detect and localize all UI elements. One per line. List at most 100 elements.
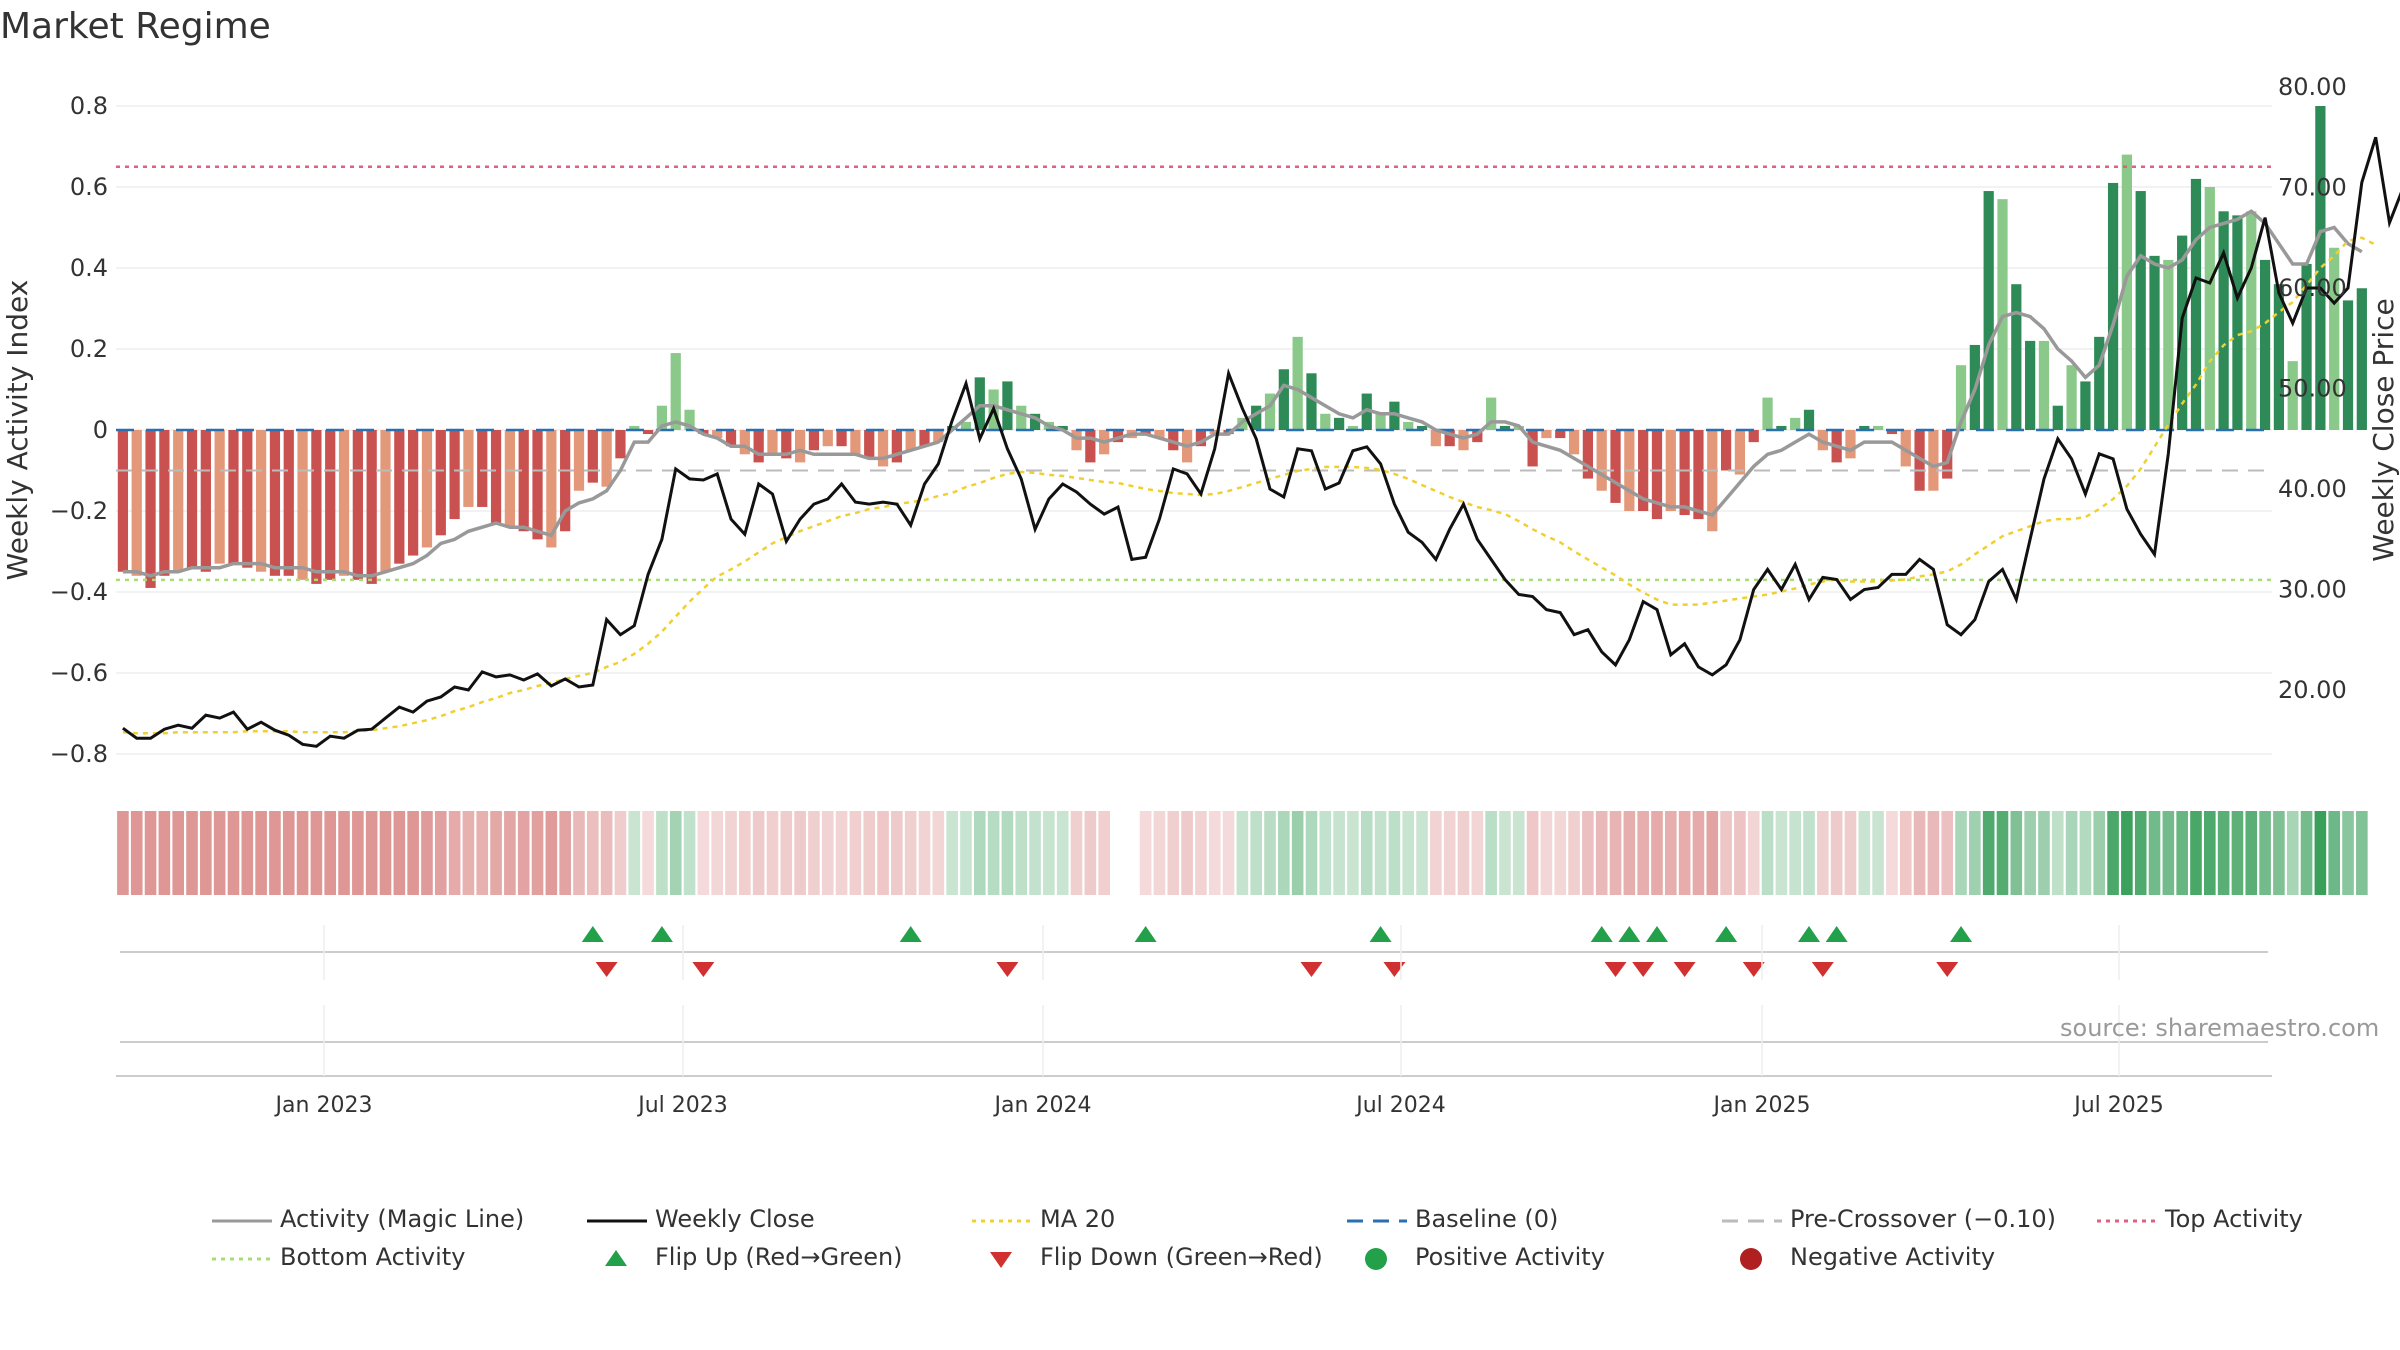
activity-bar: [532, 430, 543, 540]
activity-bar: [2329, 247, 2340, 430]
legend-label: Flip Up (Red→Green): [655, 1243, 903, 1271]
activity-bar: [1679, 430, 1690, 516]
regime-cell: [241, 811, 254, 895]
regime-cell: [1029, 811, 1041, 895]
regime-cell: [1706, 811, 1719, 895]
regime-cell: [932, 811, 945, 895]
activity-bar: [1320, 413, 1331, 430]
grid-lines: [116, 105, 2272, 755]
activity-bar: [1499, 425, 1511, 430]
activity-bar: [1292, 336, 1303, 430]
activity-bar: [1734, 430, 1746, 475]
activity-bar: [960, 421, 972, 430]
activity-bar: [836, 430, 847, 447]
activity-bar: [256, 430, 267, 572]
regime-cell: [849, 811, 862, 895]
flip-up-marker: [1369, 926, 1392, 942]
regime-cell: [2217, 811, 2230, 895]
activity-bar: [2232, 215, 2243, 430]
regime-cell: [1609, 811, 1622, 895]
activity-bar: [1859, 425, 1870, 430]
y-left-tick: 0.4: [70, 254, 108, 282]
activity-bar: [2356, 288, 2367, 430]
activity-bar: [477, 430, 488, 507]
regime-cell: [2010, 811, 2023, 895]
activity-bar: [1430, 430, 1441, 447]
regime-cell: [821, 811, 834, 895]
y-right-axis-label: Weekly Close Price: [2367, 298, 2400, 561]
regime-cell: [186, 811, 198, 895]
activity-bar: [394, 430, 405, 564]
activity-bar: [297, 430, 308, 580]
regime-cell: [365, 811, 378, 895]
regime-cell: [517, 811, 530, 895]
flip-up-marker: [1715, 926, 1738, 942]
activity-bar: [919, 430, 930, 447]
regime-cell: [213, 811, 226, 895]
legend-swatch: [212, 1219, 272, 1223]
activity-bar: [1140, 430, 1151, 435]
activity-bar: [974, 377, 985, 430]
activity-bar: [1403, 421, 1414, 430]
regime-cell: [1899, 811, 1912, 895]
regime-cell: [1001, 811, 1014, 895]
regime-cell: [2121, 811, 2133, 895]
regime-cell: [1996, 811, 2009, 895]
regime-cell: [1278, 811, 1290, 895]
activity-bar: [1693, 430, 1704, 520]
regime-cell: [1084, 811, 1097, 895]
activity-bar: [1790, 417, 1801, 430]
y-left-axis-label: Weekly Activity Index: [1, 280, 34, 581]
activity-bar: [2121, 154, 2132, 430]
regime-cell: [1098, 811, 1110, 895]
regime-cell: [1319, 811, 1332, 895]
regime-cell: [794, 811, 806, 895]
regime-cell: [780, 811, 793, 895]
activity-bar: [864, 430, 875, 459]
chart-title: Market Regime: [0, 6, 271, 47]
regime-cell: [877, 811, 889, 895]
flip-down-marker: [692, 962, 715, 977]
activity-bar: [1016, 405, 1027, 430]
activity-bar: [1541, 430, 1552, 439]
activity-bar: [781, 430, 792, 459]
flip-up-marker: [1134, 926, 1157, 942]
flip-up-marker: [1590, 926, 1613, 942]
activity-bar: [877, 430, 889, 467]
activity-bar: [117, 430, 129, 572]
flip-down-marker: [1811, 962, 1834, 977]
regime-cell: [1678, 811, 1691, 895]
regime-cell: [628, 811, 641, 895]
regime-cell: [1720, 811, 1732, 895]
activity-bar: [1154, 430, 1165, 439]
legend-swatch: [972, 1219, 1032, 1223]
legend-swatch: [990, 1252, 1012, 1268]
regime-cell: [1402, 811, 1415, 895]
regime-strip: [117, 811, 2368, 895]
x-tick: Jul 2025: [2072, 1093, 2164, 1118]
activity-bar: [1071, 430, 1082, 451]
regime-cell: [1595, 811, 1608, 895]
activity-bar: [1873, 425, 1884, 430]
regime-cell: [2051, 811, 2064, 895]
regime-cell: [1982, 811, 1995, 895]
activity-bar: [1983, 191, 1994, 430]
activity-bar: [325, 430, 336, 580]
regime-cell: [2134, 811, 2147, 895]
regime-cell: [1775, 811, 1788, 895]
activity-bar: [1527, 430, 1538, 467]
regime-cell: [642, 811, 654, 895]
source-note: source: sharemaestro.com: [2060, 1014, 2380, 1042]
flip-markers: [120, 926, 2268, 1043]
legend-label: Positive Activity: [1415, 1243, 1605, 1271]
flip-down-marker: [595, 962, 618, 977]
legend-swatch: [1347, 1219, 1407, 1223]
activity-bar: [1568, 430, 1580, 455]
activity-bar: [1596, 430, 1607, 491]
regime-cell: [2107, 811, 2119, 895]
regime-cell: [835, 811, 848, 895]
weekly-close-line: [122, 136, 2400, 748]
activity-bar: [1444, 430, 1455, 447]
activity-bar: [1209, 430, 1220, 435]
